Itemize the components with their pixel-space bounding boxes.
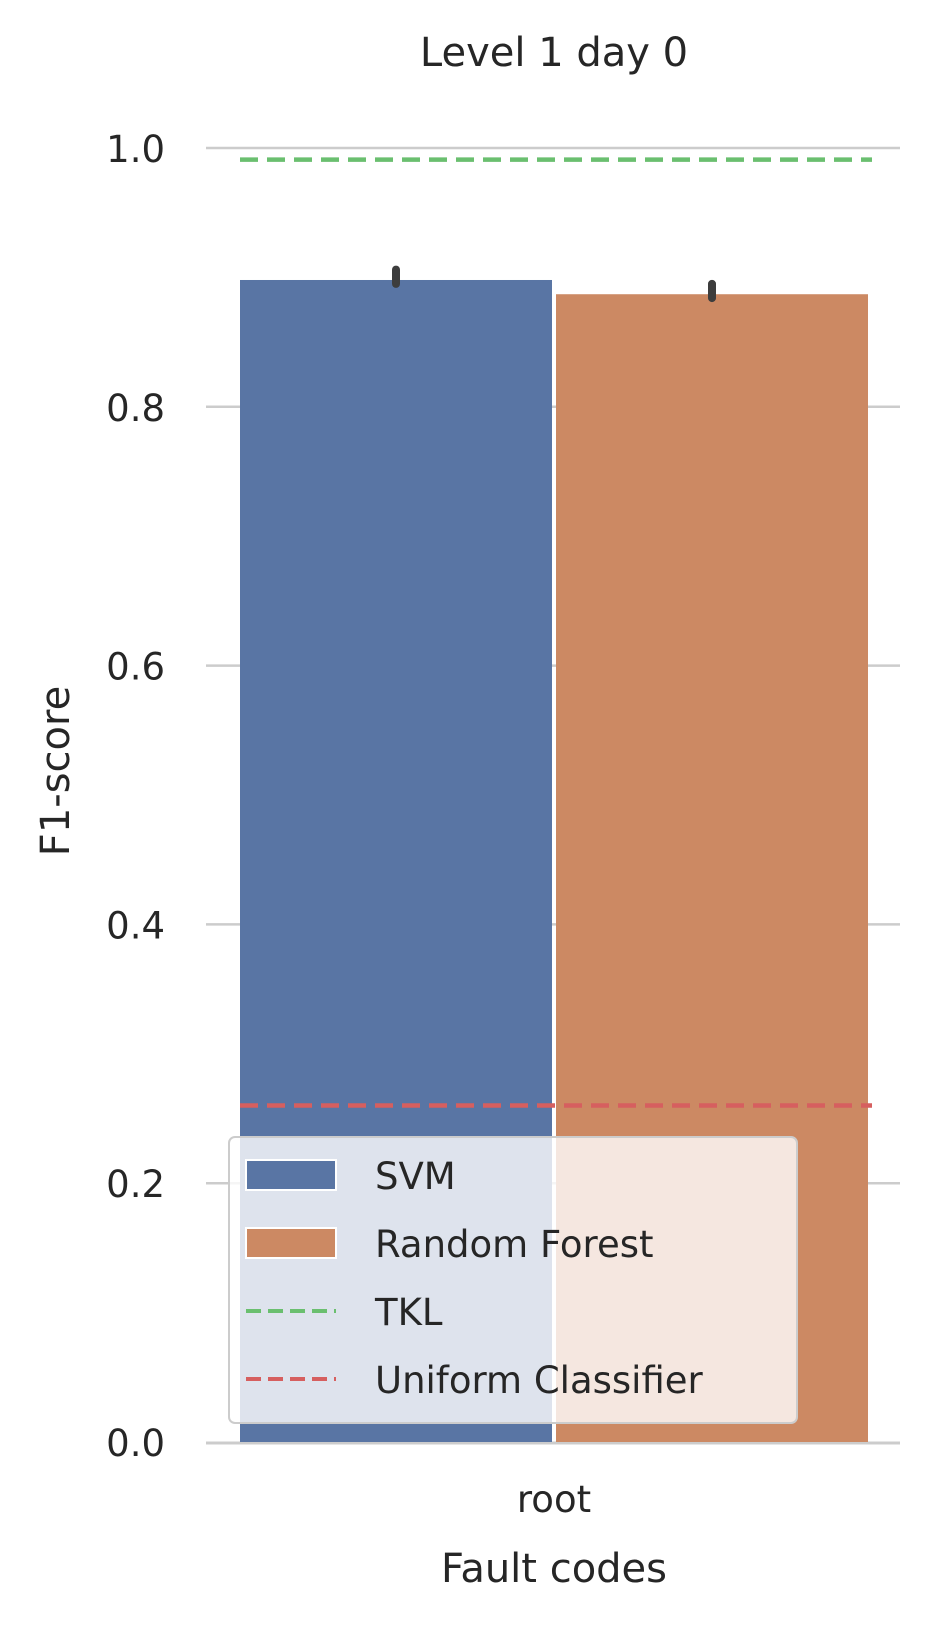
- y-axis-title: F1-score: [33, 686, 79, 856]
- y-axis-label: F1-score: [33, 686, 79, 856]
- y-tick-label-1: 0.2: [106, 1163, 165, 1206]
- legend-swatch-svm: [245, 1159, 337, 1191]
- y-tick-label-5: 1.0: [106, 128, 165, 171]
- legend-box: [228, 1136, 798, 1424]
- legend: SVM Random Forest TKL Uniform Classifier: [228, 1136, 798, 1424]
- x-axis-title: Fault codes: [441, 1546, 667, 1592]
- reference-lines: [240, 157, 872, 1108]
- y-tick-label-3: 0.6: [106, 646, 165, 689]
- legend-label-random-forest: Random Forest: [375, 1223, 654, 1266]
- chart-title: Level 1 day 0: [420, 30, 688, 76]
- y-tick-label-0: 0.0: [106, 1422, 165, 1465]
- legend-label-uniform-classifier: Uniform Classifier: [375, 1359, 704, 1402]
- y-axis-ticks: 0.0 0.2 0.4 0.6 0.8 1.0: [106, 128, 165, 1465]
- legend-swatch-random-forest: [245, 1227, 337, 1259]
- y-tick-label-4: 0.8: [106, 387, 165, 430]
- y-tick-label-2: 0.4: [106, 904, 165, 947]
- x-tick-label: root: [517, 1478, 591, 1521]
- legend-label-svm: SVM: [375, 1155, 456, 1198]
- legend-label-tkl: TKL: [374, 1291, 443, 1334]
